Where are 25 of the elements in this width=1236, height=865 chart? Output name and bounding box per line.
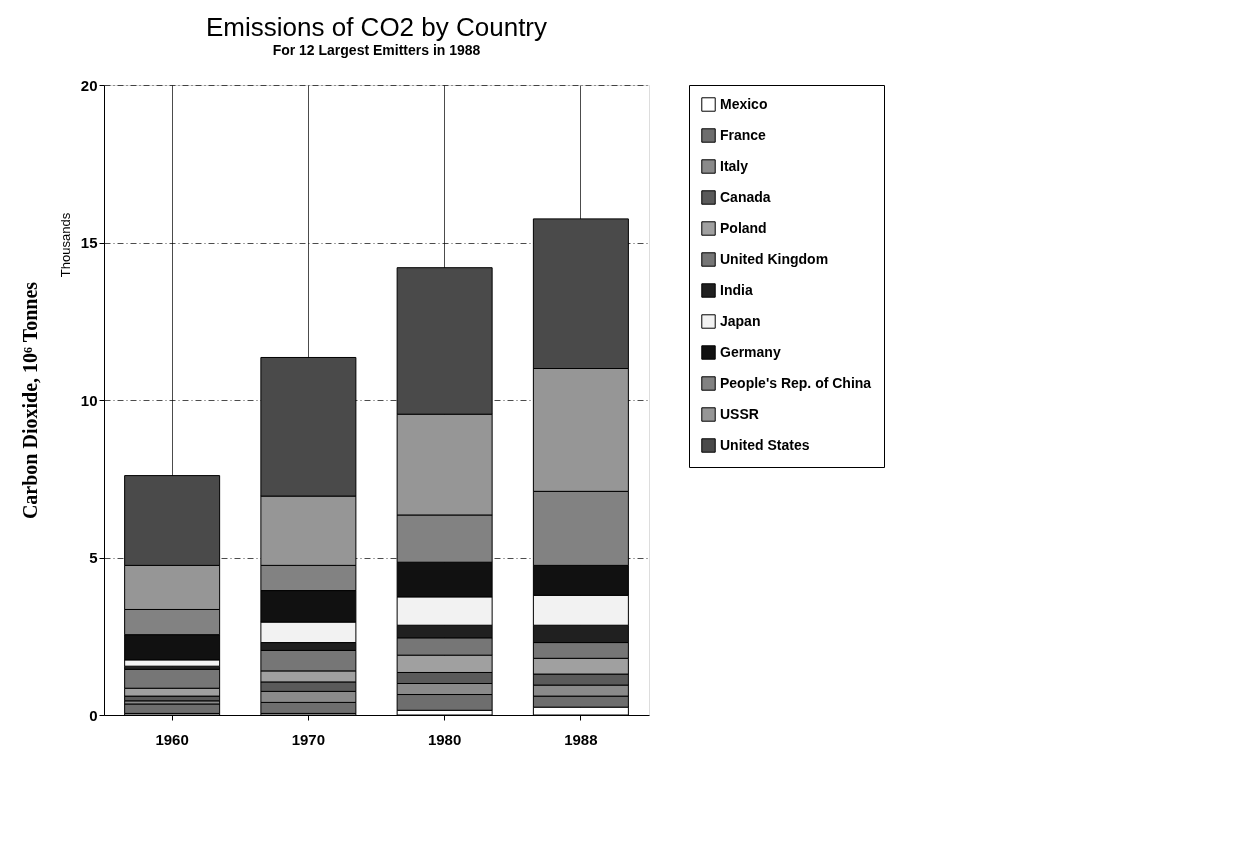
legend-label: People's Rep. of China [720, 374, 872, 391]
legend-label: Japan [720, 312, 761, 329]
legend-label: USSR [720, 405, 759, 422]
legend-label: Italy [720, 157, 749, 174]
chart-title: Emissions of CO2 by Country [205, 12, 548, 42]
chart-subtitle: For 12 Largest Emitters in 1988 [272, 42, 481, 58]
legend-label: United Kingdom [720, 250, 829, 267]
legend-label: Mexico [720, 95, 768, 112]
text: Thousands [58, 212, 73, 278]
y-tick-label: 10 [80, 391, 98, 409]
legend-label: United States [720, 436, 810, 453]
x-tick-label: 1960 [155, 730, 189, 748]
legend-label: India [720, 281, 753, 298]
y-tick-label: 0 [89, 706, 98, 724]
x-tick-label: 1970 [291, 730, 326, 748]
y-tick-label: 15 [80, 234, 98, 251]
legend-label: France [720, 126, 767, 143]
y-tick-label: 20 [80, 76, 98, 94]
y-tick-label: 5 [89, 549, 98, 566]
x-tick-label: 1980 [427, 730, 462, 748]
legend-label: Poland [720, 219, 767, 236]
x-tick-label: 1988 [564, 730, 598, 748]
legend-label: Canada [720, 188, 771, 205]
legend-label: Germany [720, 343, 781, 360]
y-axis-title: Carbon Dioxide, 10⁶ Tonnes [18, 281, 41, 520]
